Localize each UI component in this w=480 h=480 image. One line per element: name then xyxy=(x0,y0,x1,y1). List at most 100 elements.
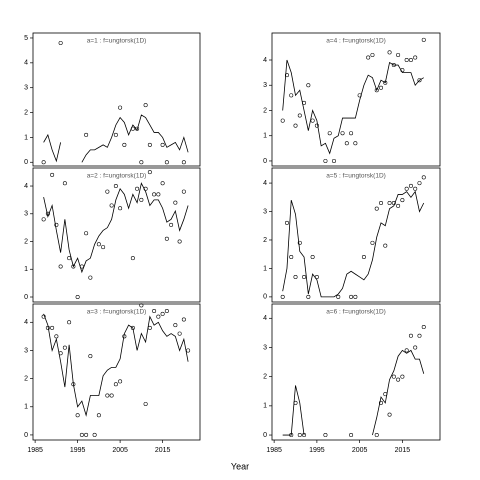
point xyxy=(349,294,354,299)
point xyxy=(302,100,307,105)
point xyxy=(280,294,285,299)
point xyxy=(383,243,388,248)
point xyxy=(379,400,384,405)
point xyxy=(45,325,50,330)
point xyxy=(62,345,67,350)
point xyxy=(417,181,422,186)
point xyxy=(293,123,298,128)
point xyxy=(58,351,63,356)
point xyxy=(383,80,388,85)
point xyxy=(84,231,89,236)
point xyxy=(139,160,144,165)
point xyxy=(96,242,101,247)
point xyxy=(404,348,409,353)
point xyxy=(314,123,319,128)
point xyxy=(297,433,302,438)
panel xyxy=(32,303,201,441)
point xyxy=(67,256,72,261)
point xyxy=(41,314,46,319)
point xyxy=(143,401,148,406)
y-tick-label: 1 xyxy=(24,134,28,141)
fitted-line xyxy=(282,190,425,298)
point xyxy=(404,58,409,63)
point xyxy=(323,433,328,438)
point xyxy=(302,433,307,438)
strip-title: a=2 : f=ungtorsk(1D) xyxy=(87,173,147,180)
point xyxy=(177,331,182,336)
point xyxy=(289,93,294,98)
y-tick-label: 2 xyxy=(263,237,267,244)
point xyxy=(139,197,144,202)
point xyxy=(331,158,336,163)
y-tick-label: 3 xyxy=(24,85,28,92)
point xyxy=(41,160,46,165)
point xyxy=(75,413,80,418)
point xyxy=(135,186,140,191)
point xyxy=(284,220,289,225)
point xyxy=(75,295,80,300)
point xyxy=(387,50,392,55)
point xyxy=(160,311,165,316)
point xyxy=(62,181,67,186)
fitted-line xyxy=(43,313,189,417)
y-tick-label: 0 xyxy=(263,432,267,439)
point xyxy=(374,206,379,211)
point xyxy=(130,325,135,330)
point xyxy=(340,131,345,136)
point xyxy=(109,393,114,398)
y-tick-label: 3 xyxy=(263,208,267,215)
y-tick-label: 3 xyxy=(24,211,28,218)
point xyxy=(353,141,358,146)
point xyxy=(370,240,375,245)
point xyxy=(79,264,84,269)
point xyxy=(297,240,302,245)
point xyxy=(54,222,59,227)
point xyxy=(130,256,135,261)
point xyxy=(302,274,307,279)
point xyxy=(105,189,110,194)
point xyxy=(152,309,157,314)
strip-title: a=4 : f=ungtorsk(1D) xyxy=(326,38,386,45)
point xyxy=(396,203,401,208)
y-tick-label: 3 xyxy=(263,82,267,89)
point xyxy=(67,320,72,325)
panel xyxy=(32,167,201,303)
point xyxy=(361,255,366,260)
panel xyxy=(32,32,201,167)
strip-title: a=3 : f=ungtorsk(1D) xyxy=(87,309,147,316)
point xyxy=(374,433,379,438)
point xyxy=(400,68,405,73)
point xyxy=(408,58,413,63)
point xyxy=(404,186,409,191)
point xyxy=(387,200,392,205)
point xyxy=(357,93,362,98)
point xyxy=(109,203,114,208)
point xyxy=(41,217,46,222)
y-tick-label: 5 xyxy=(24,35,28,42)
point xyxy=(379,200,384,205)
x-tick-label: 1985 xyxy=(27,447,43,454)
point xyxy=(152,192,157,197)
point xyxy=(336,294,341,299)
point xyxy=(58,40,63,45)
point xyxy=(177,239,182,244)
point xyxy=(113,132,118,137)
point xyxy=(349,433,354,438)
point xyxy=(118,379,123,384)
y-tick-label: 2 xyxy=(24,109,28,116)
point xyxy=(370,52,375,57)
point xyxy=(79,432,84,437)
point xyxy=(421,37,426,42)
point xyxy=(306,294,311,299)
y-tick-label: 0 xyxy=(263,294,267,301)
point xyxy=(147,170,152,175)
point xyxy=(88,275,93,280)
point xyxy=(118,206,123,211)
strip-title: a=1 : f=ungtorsk(1D) xyxy=(87,38,147,45)
point xyxy=(408,333,413,338)
point xyxy=(391,200,396,205)
x-axis-label: Year xyxy=(231,461,249,471)
point xyxy=(164,309,169,314)
y-tick-label: 3 xyxy=(24,347,28,354)
point xyxy=(58,264,63,269)
